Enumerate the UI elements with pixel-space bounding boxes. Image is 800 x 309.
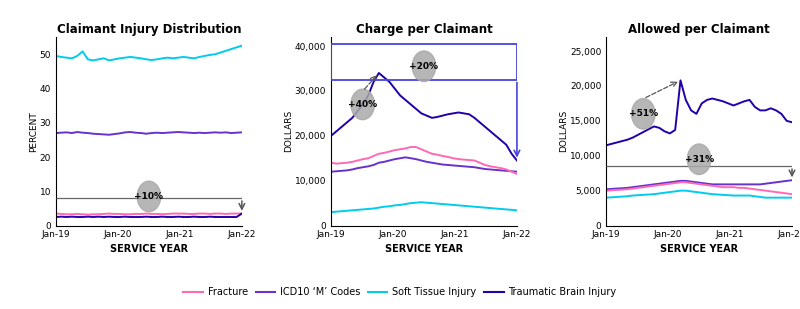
Text: +31%: +31% <box>685 155 714 164</box>
Ellipse shape <box>137 181 161 212</box>
X-axis label: SERVICE YEAR: SERVICE YEAR <box>385 243 463 254</box>
Title: Charge per Claimant: Charge per Claimant <box>356 23 492 36</box>
Text: +40%: +40% <box>348 100 378 109</box>
Title: Claimant Injury Distribution: Claimant Injury Distribution <box>57 23 241 36</box>
Y-axis label: PERCENT: PERCENT <box>30 111 38 152</box>
Legend: Fracture, ICD10 ‘M’ Codes, Soft Tissue Injury, Traumatic Brain Injury: Fracture, ICD10 ‘M’ Codes, Soft Tissue I… <box>179 283 621 301</box>
Text: +20%: +20% <box>410 62 438 71</box>
Ellipse shape <box>412 51 436 82</box>
Title: Allowed per Claimant: Allowed per Claimant <box>628 23 770 36</box>
Bar <box>331 44 517 80</box>
Ellipse shape <box>687 144 711 175</box>
Ellipse shape <box>351 89 374 120</box>
Y-axis label: DOLLARS: DOLLARS <box>559 110 568 152</box>
X-axis label: SERVICE YEAR: SERVICE YEAR <box>660 243 738 254</box>
Text: +10%: +10% <box>134 192 163 201</box>
Text: +51%: +51% <box>629 109 658 118</box>
Y-axis label: DOLLARS: DOLLARS <box>284 110 294 152</box>
Ellipse shape <box>631 99 655 129</box>
X-axis label: SERVICE YEAR: SERVICE YEAR <box>110 243 188 254</box>
